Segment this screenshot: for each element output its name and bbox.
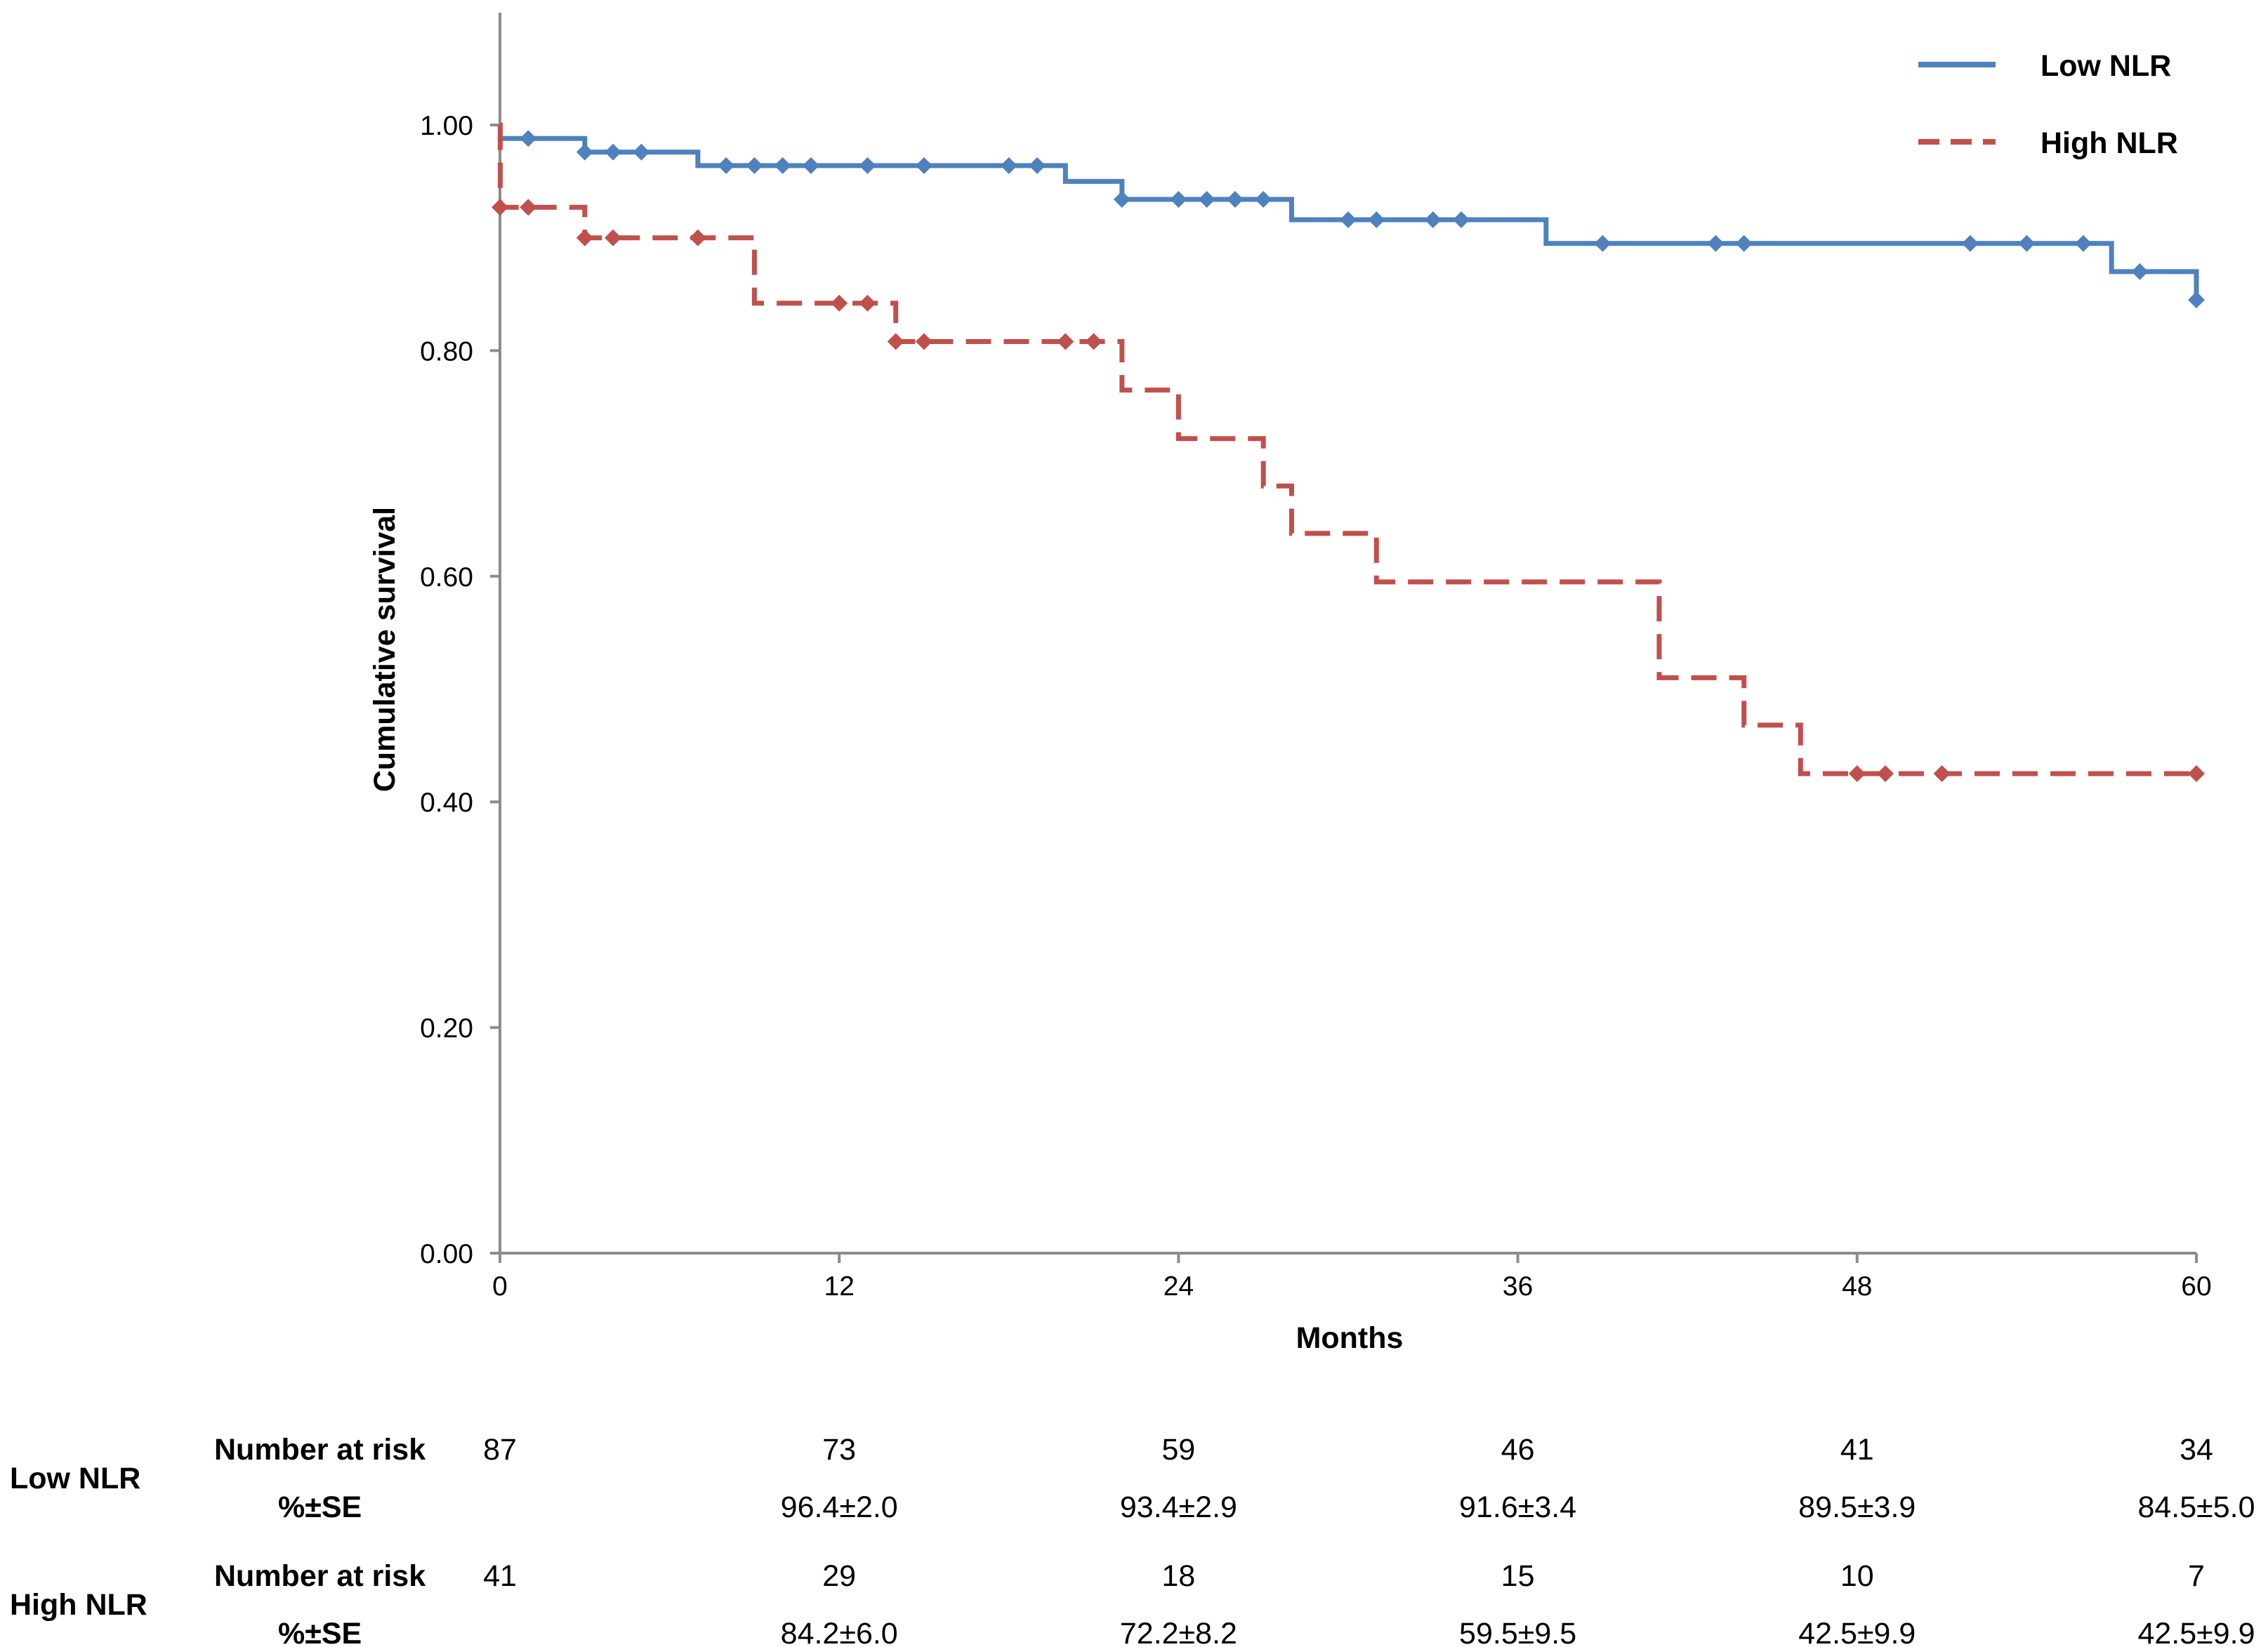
number-at-risk-label: Number at risk [214,1433,426,1467]
censor-mark [1340,211,1357,228]
x-tick-label: 0 [492,1271,508,1302]
censor-mark [1255,191,1272,209]
number-at-risk-value: 29 [822,1559,856,1593]
censor-mark [2018,234,2036,252]
censor-mark [916,333,932,350]
number-at-risk-value: 41 [483,1559,517,1593]
censor-mark [1424,211,1442,228]
censor-mark [1113,191,1130,209]
pct-se-value: 59.5±9.5 [1459,1617,1576,1647]
pct-se-value: 42.5±9.9 [2137,1617,2255,1647]
y-tick-label: 0.80 [420,336,473,366]
censor-mark [916,157,932,174]
censor-mark [1170,191,1187,209]
censor-mark [1057,333,1074,350]
y-tick-label: 0.00 [420,1239,473,1269]
pct-se-label: %±SE [278,1617,362,1647]
censor-mark [859,157,876,174]
x-tick-label: 36 [1503,1271,1533,1302]
censor-mark [520,199,537,216]
censor-mark [1877,765,1894,783]
risk-table-group: Low NLR Number at risk %±SE 87 73 59 46 41 34 96.… [10,1433,2255,1524]
axes: 0.00 0.20 0.40 0.60 0.80 1.00 0 12 24 36 48 60 [420,13,2212,1302]
number-at-risk-label: Number at risk [214,1559,426,1593]
censor-mark [633,143,650,161]
y-axis-label: Cumulative survival [368,507,402,792]
censor-mark [2131,263,2149,280]
pct-se-value: 84.5±5.0 [2137,1490,2255,1524]
y-tick-label: 0.20 [420,1014,473,1044]
number-at-risk-value: 87 [483,1433,517,1467]
survival-curve [497,122,2199,300]
censor-mark [1735,234,1753,252]
number-at-risk-value: 34 [2180,1433,2213,1467]
censor-mark [576,229,593,246]
y-tick-label: 0.60 [420,562,473,593]
pct-se-value: 96.4±2.0 [781,1490,898,1524]
number-at-risk-value: 15 [1501,1559,1535,1593]
risk-group-label: Low NLR [10,1462,140,1495]
number-at-risk-value: 10 [1840,1559,1874,1593]
censor-mark [831,294,848,312]
pct-se-label: %±SE [278,1490,362,1524]
censor-mark [520,130,537,147]
censor-mark [1707,234,1725,252]
pct-se-value: 89.5±3.9 [1798,1490,1916,1524]
censor-mark [718,157,735,174]
number-at-risk-value: 46 [1501,1433,1535,1467]
survival-curve [497,122,2196,776]
risk-group-label: High NLR [10,1588,147,1622]
series-low-nlr [497,122,2205,309]
pct-se-value: 93.4±2.9 [1120,1490,1237,1524]
pct-se-value: 91.6±3.4 [1459,1490,1576,1524]
pct-se-value: 84.2±6.0 [781,1617,898,1647]
censor-mark [2188,765,2205,783]
censor-mark [2074,234,2092,252]
censor-mark [1198,191,1215,209]
censor-mark [605,143,622,161]
censor-mark [1226,191,1244,209]
censor-mark [605,229,622,246]
censor-mark [802,157,819,174]
censor-mark [492,199,508,216]
number-at-risk-value: 41 [1840,1433,1874,1467]
censor-mark [1000,157,1017,174]
censor-mark [1368,211,1385,228]
censor-mark [1085,333,1102,350]
censor-mark [1453,211,1470,228]
number-at-risk-value: 59 [1161,1433,1195,1467]
censor-mark [576,143,593,161]
series-layer [492,122,2205,783]
pct-se-value: 42.5±9.9 [1798,1617,1916,1647]
risk-table: Low NLR Number at risk %±SE 87 73 59 46 41 34 96.… [10,1433,2255,1647]
pct-se-value: 72.2±8.2 [1120,1617,1237,1647]
x-tick-label: 48 [1842,1271,1872,1302]
y-tick-label: 0.40 [420,788,473,818]
number-at-risk-value: 18 [1161,1559,1195,1593]
legend: Low NLR High NLR [1918,49,2178,160]
censor-mark [1029,157,1046,174]
number-at-risk-value: 73 [822,1433,856,1467]
censor-mark [1594,234,1611,252]
risk-table-group: High NLR Number at risk %±SE 41 29 18 15 10 7 84.… [10,1559,2255,1647]
x-tick-label: 12 [824,1271,855,1302]
censor-mark [1848,765,1866,783]
censor-mark [2188,291,2205,309]
censor-mark [774,157,791,174]
series-high-nlr [492,122,2205,783]
x-tick-label: 60 [2181,1271,2211,1302]
y-tick-label: 1.00 [420,111,473,141]
censor-mark [887,333,904,350]
censor-mark [746,157,763,174]
censor-mark [1961,234,1979,252]
legend-label: High NLR [2040,126,2178,160]
censor-mark [689,229,706,246]
x-axis-label: Months [1296,1321,1404,1355]
number-at-risk-value: 7 [2188,1559,2205,1593]
x-tick-label: 24 [1163,1271,1194,1302]
censor-mark [1933,765,1951,783]
legend-label: Low NLR [2040,49,2171,83]
censor-mark [859,294,876,312]
